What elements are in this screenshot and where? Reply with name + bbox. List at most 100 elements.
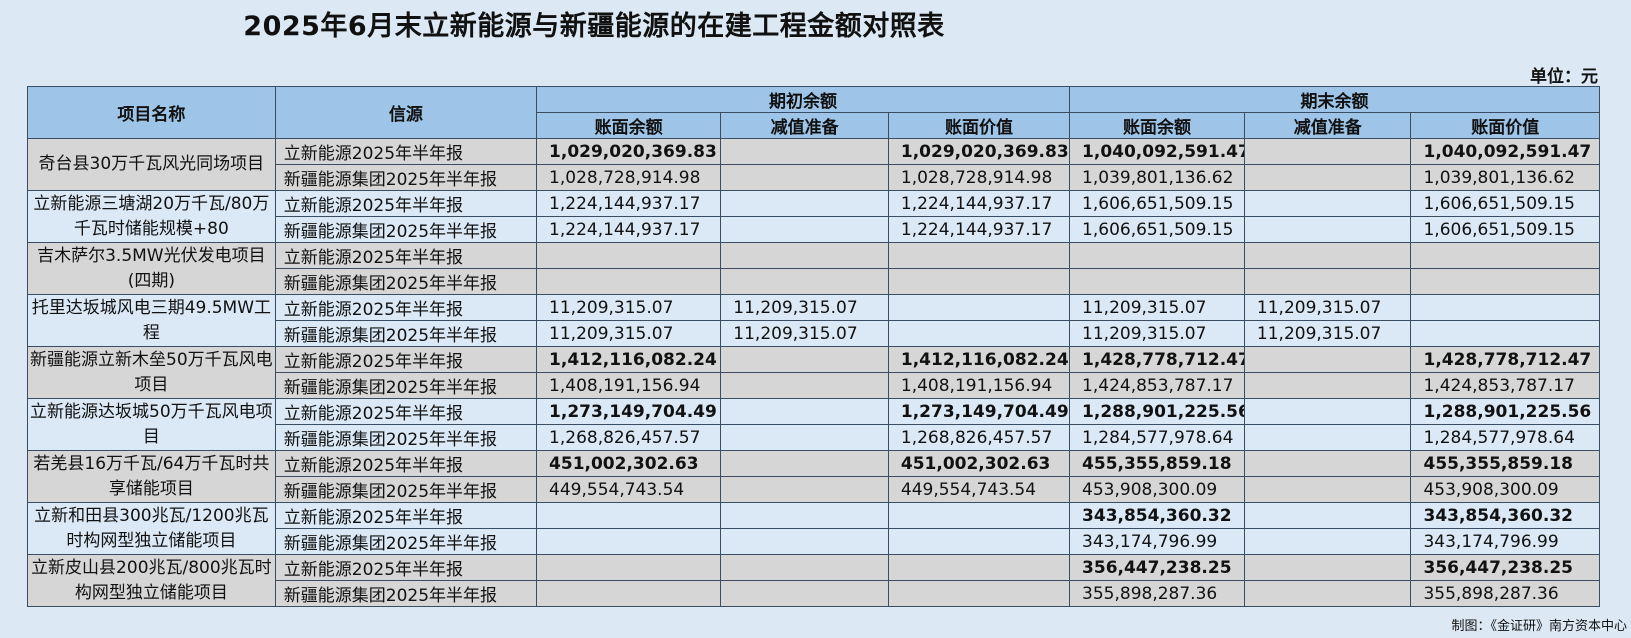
opening-impairment-cell xyxy=(720,502,889,529)
closing-book-value-cell: 1,424,853,787.17 xyxy=(1410,372,1600,399)
source-cell: 新疆能源集团2025年半年报 xyxy=(274,476,538,503)
closing-impairment-cell xyxy=(1243,502,1412,529)
project-name-cell: 若羌县16万千瓦/64万千瓦时共享储能项目 xyxy=(27,450,276,503)
source-cell: 新疆能源集团2025年半年报 xyxy=(274,372,538,399)
closing-impairment-cell xyxy=(1243,242,1412,269)
table-row: 新疆能源集团2025年半年报 1,408,191,156.94 1,408,191,… xyxy=(28,372,1600,399)
closing-impairment-cell xyxy=(1243,268,1412,295)
project-name-cell: 托里达坂城风电三期49.5MW工程 xyxy=(27,294,276,347)
closing-impairment-cell xyxy=(1243,398,1412,425)
closing-book-balance-cell: 343,174,796.99 xyxy=(1069,528,1245,555)
opening-book-value-cell: 451,002,302.63 xyxy=(887,450,1071,477)
table-row: 新疆能源集团2025年半年报 1,028,728,914.98 1,028,728,… xyxy=(28,164,1600,191)
header-opening: 期初余额 xyxy=(536,86,1071,113)
opening-impairment-cell xyxy=(720,450,889,477)
header-opening-book-balance: 账面余额 xyxy=(536,112,722,139)
opening-book-balance-cell: 1,273,149,704.49 xyxy=(536,398,722,425)
closing-book-balance-cell: 453,908,300.09 xyxy=(1069,476,1245,503)
header-opening-impairment: 减值准备 xyxy=(720,112,889,139)
closing-book-value-cell: 1,284,577,978.64 xyxy=(1410,424,1600,451)
opening-book-balance-cell: 449,554,743.54 xyxy=(536,476,722,503)
opening-impairment-cell xyxy=(720,554,889,581)
opening-impairment-cell xyxy=(720,528,889,555)
closing-book-balance-cell: 1,424,853,787.17 xyxy=(1069,372,1245,399)
closing-book-value-cell: 1,288,901,225.56 xyxy=(1410,398,1600,425)
closing-book-balance-cell: 455,355,859.18 xyxy=(1069,450,1245,477)
opening-book-balance-cell: 451,002,302.63 xyxy=(536,450,722,477)
opening-book-value-cell: 1,268,826,457.57 xyxy=(887,424,1071,451)
source-cell: 立新能源2025年半年报 xyxy=(274,138,538,165)
opening-book-balance-cell: 1,029,020,369.83 xyxy=(536,138,722,165)
opening-impairment-cell xyxy=(720,164,889,191)
opening-book-value-cell xyxy=(887,268,1071,295)
closing-book-value-cell: 356,447,238.25 xyxy=(1410,554,1600,581)
project-name-cell: 立新能源达坂城50万千瓦风电项目 xyxy=(27,398,276,451)
table-row: 新疆能源集团2025年半年报 449,554,743.54 449,554,743.… xyxy=(28,476,1600,503)
opening-book-balance-cell: 1,412,116,082.24 xyxy=(536,346,722,373)
opening-impairment-cell xyxy=(720,138,889,165)
opening-impairment-cell xyxy=(720,346,889,373)
closing-book-value-cell: 453,908,300.09 xyxy=(1410,476,1600,503)
chart-credit: 制图：《金证研》南方资本中心 xyxy=(1451,619,1627,634)
closing-impairment-cell xyxy=(1243,554,1412,581)
closing-book-value-cell xyxy=(1410,320,1600,347)
closing-book-balance-cell: 1,284,577,978.64 xyxy=(1069,424,1245,451)
source-cell: 新疆能源集团2025年半年报 xyxy=(274,268,538,295)
opening-book-value-cell xyxy=(887,242,1071,269)
table-body: 奇台县30万千瓦风光同场项目 立新能源2025年半年报 1,029,020,369.… xyxy=(27,138,1600,607)
table-row: 托里达坂城风电三期49.5MW工程 立新能源2025年半年报 11,209,315.… xyxy=(27,294,1600,347)
opening-impairment-cell xyxy=(720,190,889,217)
closing-book-balance-cell: 1,039,801,136.62 xyxy=(1069,164,1245,191)
header-closing-book-balance: 账面余额 xyxy=(1069,112,1245,139)
closing-impairment-cell: 11,209,315.07 xyxy=(1243,294,1412,321)
closing-book-balance-cell xyxy=(1069,242,1245,269)
opening-impairment-cell xyxy=(720,216,889,243)
source-cell: 新疆能源集团2025年半年报 xyxy=(274,424,538,451)
opening-book-value-cell xyxy=(887,528,1071,555)
opening-book-value-cell: 1,028,728,914.98 xyxy=(887,164,1071,191)
closing-impairment-cell xyxy=(1243,450,1412,477)
table-row: 立新皮山县200兆瓦/800兆瓦时构网型独立储能项目 立新能源2025年半年报 35… xyxy=(27,554,1600,607)
source-cell: 新疆能源集团2025年半年报 xyxy=(274,528,538,555)
closing-impairment-cell xyxy=(1243,190,1412,217)
closing-impairment-cell xyxy=(1243,580,1412,607)
opening-book-balance-cell: 1,224,144,937.17 xyxy=(536,190,722,217)
opening-book-value-cell xyxy=(887,294,1071,321)
closing-book-balance-cell: 1,428,778,712.47 xyxy=(1069,346,1245,373)
opening-book-balance-cell xyxy=(536,268,722,295)
opening-book-value-cell: 1,408,191,156.94 xyxy=(887,372,1071,399)
project-name-cell: 立新皮山县200兆瓦/800兆瓦时构网型独立储能项目 xyxy=(27,554,276,607)
closing-book-value-cell: 1,428,778,712.47 xyxy=(1410,346,1600,373)
closing-impairment-cell xyxy=(1243,164,1412,191)
opening-impairment-cell xyxy=(720,268,889,295)
page-title: 2025年6月末立新能源与新疆能源的在建工程金额对照表 xyxy=(243,11,945,42)
closing-book-balance-cell: 356,447,238.25 xyxy=(1069,554,1245,581)
table-row: 新疆能源集团2025年半年报 355,898,287.36 355,898,287.… xyxy=(28,580,1600,607)
table-row: 立新能源达坂城50万千瓦风电项目 立新能源2025年半年报 1,273,149,70… xyxy=(27,398,1600,451)
header-closing-impairment: 减值准备 xyxy=(1243,112,1412,139)
header-project: 项目名称 xyxy=(27,86,276,139)
opening-book-value-cell: 1,224,144,937.17 xyxy=(887,190,1071,217)
closing-book-balance-cell: 355,898,287.36 xyxy=(1069,580,1245,607)
opening-book-value-cell: 1,224,144,937.17 xyxy=(887,216,1071,243)
table-row: 新疆能源集团2025年半年报 343,174,796.99 343,174,796.… xyxy=(28,528,1600,555)
table-row: 新疆能源集团2025年半年报 1,268,826,457.57 1,268,826,… xyxy=(28,424,1600,451)
opening-book-balance-cell: 11,209,315.07 xyxy=(536,294,722,321)
opening-book-balance-cell xyxy=(536,554,722,581)
opening-book-balance-cell xyxy=(536,580,722,607)
closing-impairment-cell xyxy=(1243,216,1412,243)
closing-book-balance-cell: 11,209,315.07 xyxy=(1069,320,1245,347)
opening-impairment-cell xyxy=(720,580,889,607)
closing-book-value-cell: 455,355,859.18 xyxy=(1410,450,1600,477)
source-cell: 新疆能源集团2025年半年报 xyxy=(274,216,538,243)
comparison-table: 项目名称 信源 期初余额 期末余额 账面余额 减值准备 账面价值 账面余额 减值… xyxy=(27,86,1600,607)
closing-book-value-cell xyxy=(1410,294,1600,321)
opening-book-value-cell: 449,554,743.54 xyxy=(887,476,1071,503)
opening-book-balance-cell: 11,209,315.07 xyxy=(536,320,722,347)
opening-book-balance-cell xyxy=(536,242,722,269)
opening-impairment-cell: 11,209,315.07 xyxy=(720,320,889,347)
opening-impairment-cell xyxy=(720,372,889,399)
closing-book-value-cell xyxy=(1410,268,1600,295)
closing-book-balance-cell: 1,606,651,509.15 xyxy=(1069,216,1245,243)
project-name-cell: 立新能源三塘湖20万千瓦/80万千瓦时储能规模+80 xyxy=(27,190,276,243)
